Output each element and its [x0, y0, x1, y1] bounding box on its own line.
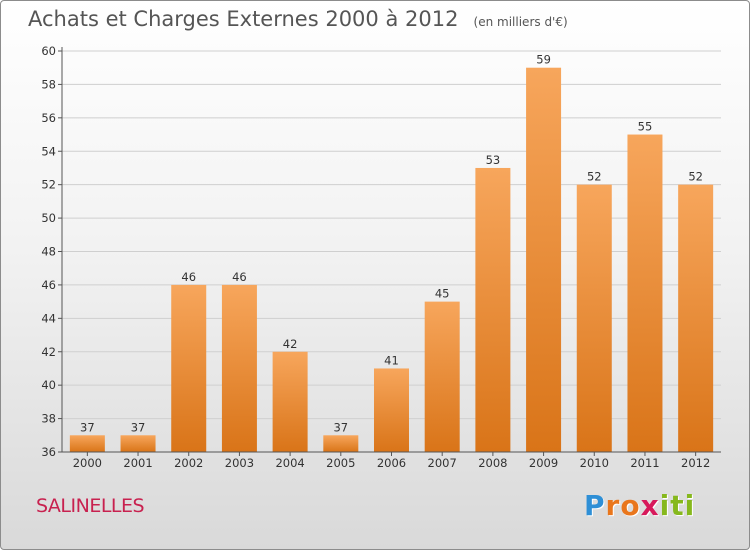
bar-value-label: 52	[688, 170, 703, 184]
y-tick-label: 46	[41, 278, 56, 292]
bar[interactable]	[272, 351, 308, 452]
logo-letter: i	[684, 489, 696, 522]
x-tick-label: 2005	[326, 456, 355, 470]
y-tick-label: 58	[41, 77, 56, 91]
bar[interactable]	[475, 167, 511, 453]
bar-value-label: 37	[80, 420, 95, 434]
bar[interactable]	[678, 184, 714, 452]
logo-letter: r	[605, 489, 621, 522]
x-tick-label: 2006	[377, 456, 406, 470]
y-tick-label: 36	[41, 445, 56, 459]
bar-value-label: 55	[638, 120, 653, 134]
chart-unit: (en milliers d'€)	[473, 15, 568, 29]
bars-layer: 37 37 46 46 42 37 41 45 53 59 52 55 52	[69, 53, 714, 453]
x-tick-label: 2009	[529, 456, 558, 470]
logo-letter: P	[584, 489, 606, 522]
bar-value-label: 46	[232, 270, 247, 284]
bar[interactable]	[627, 134, 663, 452]
bar-value-label: 45	[435, 287, 450, 301]
bar[interactable]	[221, 284, 257, 452]
town-name: SALINELLES	[36, 495, 145, 517]
y-tick-label: 56	[41, 111, 56, 125]
chart-title: Achats et Charges Externes 2000 à 2012	[28, 7, 459, 31]
bar[interactable]	[576, 184, 612, 452]
x-tick-label: 2002	[174, 456, 203, 470]
x-tick-label: 2001	[123, 456, 152, 470]
bar-value-label: 37	[131, 420, 146, 434]
bar-value-label: 42	[283, 337, 298, 351]
x-tick-label: 2004	[275, 456, 304, 470]
x-tick-label: 2000	[73, 456, 102, 470]
x-tick-label: 2010	[580, 456, 609, 470]
x-tick-label: 2011	[630, 456, 659, 470]
bar-value-label: 52	[587, 170, 602, 184]
y-tick-label: 52	[41, 178, 56, 192]
bar-value-label: 46	[181, 270, 196, 284]
y-tick-label: 40	[41, 378, 56, 392]
x-tick-label: 2007	[428, 456, 457, 470]
axis-layer: 36 38 40 42 44 46 48 50 52 54 56 58 60 2000 2001 2002 20…	[41, 44, 721, 470]
y-tick-label: 38	[41, 412, 56, 426]
y-tick-label: 42	[41, 345, 56, 359]
bar[interactable]	[120, 435, 156, 452]
bar-value-label: 59	[536, 53, 551, 67]
y-tick-label: 50	[41, 211, 56, 225]
bar-value-label: 41	[384, 353, 399, 367]
bar-value-label: 37	[333, 420, 348, 434]
proxiti-logo[interactable]: Proxiti	[584, 489, 695, 522]
bar[interactable]	[424, 301, 460, 452]
bar[interactable]	[374, 368, 409, 452]
bar-value-label: 53	[486, 153, 501, 167]
bar[interactable]	[171, 284, 207, 452]
y-tick-label: 60	[41, 44, 56, 58]
logo-letter: i	[659, 489, 671, 522]
logo-letter: o	[620, 489, 641, 522]
title-line: Achats et Charges Externes 2000 à 2012 (…	[28, 7, 568, 31]
x-tick-label: 2008	[478, 456, 507, 470]
logo-letter: t	[670, 489, 685, 522]
bar[interactable]	[526, 67, 562, 452]
y-tick-label: 44	[41, 311, 56, 325]
logo-letter: x	[640, 489, 660, 522]
bar[interactable]	[323, 435, 359, 452]
y-tick-label: 54	[41, 144, 56, 158]
x-tick-label: 2003	[225, 456, 254, 470]
y-tick-label: 48	[41, 245, 56, 259]
x-tick-label: 2012	[681, 456, 710, 470]
bar[interactable]	[69, 435, 105, 452]
